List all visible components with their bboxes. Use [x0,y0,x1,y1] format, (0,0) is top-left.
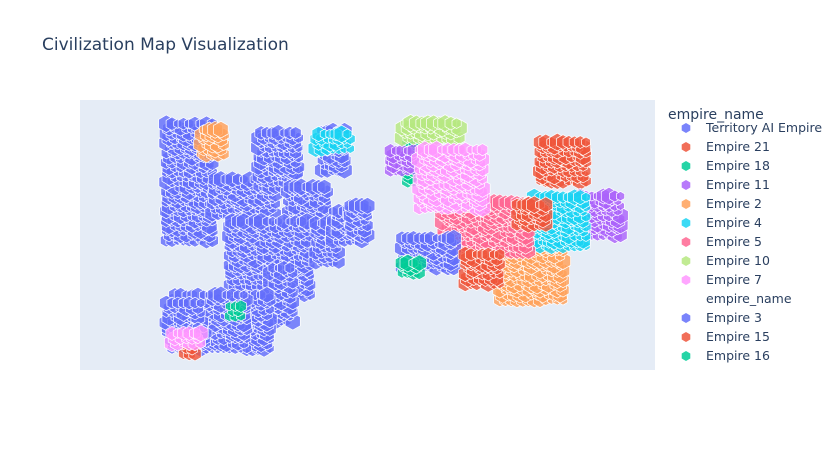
legend-marker-icon [681,313,691,323]
territory-point [213,120,229,139]
series-empire-15 [457,195,554,293]
legend-item[interactable]: Empire 10 [681,253,770,268]
legend-item[interactable]: Empire 4 [681,215,762,230]
legend-label: Empire 18 [706,158,770,173]
legend-items[interactable]: Territory AI Empire Empire 21 Empire 18 Emp… [681,120,823,363]
scatter-marks [158,113,629,362]
legend-marker-icon [681,180,691,190]
series-empire-10 [394,113,468,148]
legend-marker-icon [681,256,691,266]
territory-point [342,128,353,140]
legend-label: Empire 4 [706,215,762,230]
legend-marker-icon [681,332,691,342]
territory-point [476,143,489,157]
legend-label: Empire 10 [706,253,770,268]
territory-point [284,261,296,275]
territory-point [317,178,332,196]
territory-point [494,248,506,261]
legend-marker-icon [681,142,691,152]
territory-point [411,254,427,272]
legend-label: Empire 2 [706,196,762,211]
legend-marker-icon [681,123,691,133]
legend-item[interactable]: Empire 21 [681,139,770,154]
series-empire-16 [224,253,427,323]
legend-label: Empire 7 [706,272,762,287]
chart-title: Civilization Map Visualization [42,35,289,55]
territory-point [581,136,591,148]
legend-item[interactable]: Empire 16 [681,348,770,363]
territory-point [445,229,462,248]
legend-item[interactable]: Empire 5 [681,234,762,249]
territory-point [538,196,553,214]
legend-subtitle: empire_name [706,291,792,306]
legend-item[interactable]: Empire 11 [681,177,770,192]
territory-point [359,196,376,215]
legend-label: Empire 11 [706,177,770,192]
legend-label: Empire 16 [706,348,770,363]
legend-item[interactable]: Territory AI Empire [681,120,823,135]
legend-label: empire_name [706,291,792,306]
legend-label: Empire 5 [706,234,762,249]
territory-point [581,191,591,203]
legend-marker-icon [681,275,691,285]
territory-point [259,286,275,304]
legend-marker-icon [681,199,691,209]
legend-marker-icon [681,351,691,361]
legend-label: Territory AI Empire [705,120,822,135]
legend-item[interactable]: Empire 3 [681,310,762,325]
legend-marker-icon [681,161,691,171]
legend-label: Empire 21 [706,139,770,154]
legend[interactable]: empire_name Territory AI Empire Empire 21… [668,107,822,363]
legend-label: Empire 3 [706,310,762,325]
legend-item[interactable]: Empire 7 [681,272,762,287]
legend-marker-icon [681,237,691,247]
series-empire-7 [164,140,491,353]
territory-point [616,190,625,202]
legend-label: Empire 15 [706,329,770,344]
territory-point [289,126,302,140]
legend-item[interactable]: Empire 18 [681,158,770,173]
legend-item[interactable]: Empire 15 [681,329,770,344]
territory-point [451,117,462,129]
territory-point [196,297,206,309]
territory-point [235,299,247,313]
territory-point [239,289,249,301]
territory-point [192,324,209,343]
legend-item[interactable]: Empire 2 [681,196,762,211]
legend-marker-icon [681,218,691,228]
legend-title: empire_name [668,107,764,123]
